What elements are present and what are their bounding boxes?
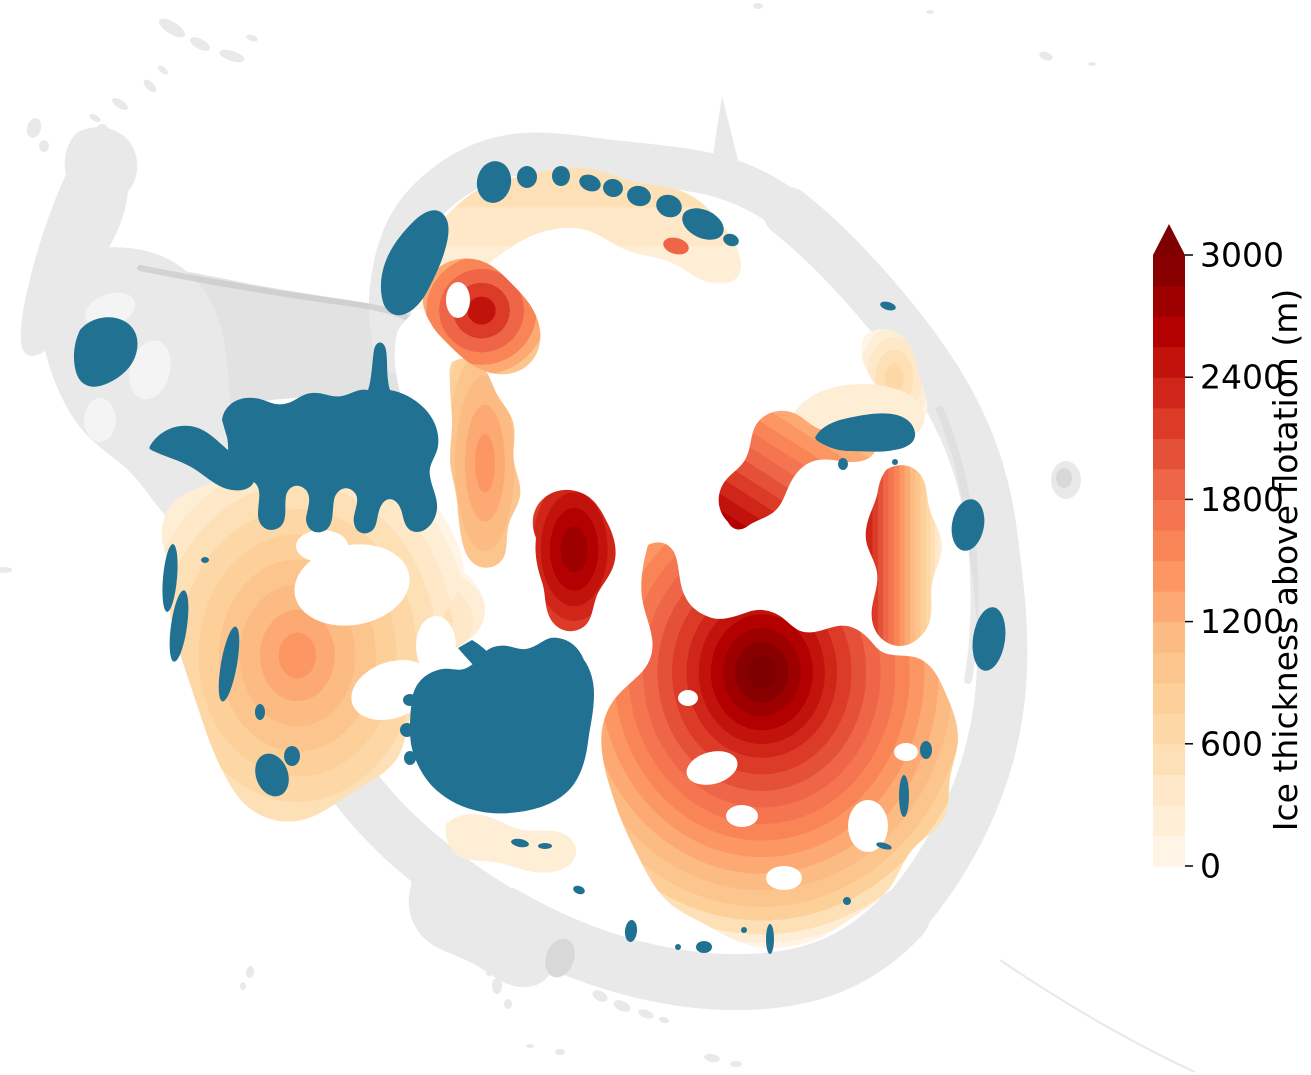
colorbar-band: [1153, 346, 1185, 378]
ross-area: [409, 637, 594, 814]
totten-coastal-strip: [865, 465, 942, 646]
tick-label-600: 600: [1200, 724, 1263, 763]
luetzow-holm-cape: [712, 96, 738, 162]
island-group-south: [456, 844, 742, 1067]
colorbar-band: [1153, 407, 1185, 439]
west-antarctica-region: [161, 452, 464, 822]
colorbar-band: [1153, 377, 1185, 409]
ross-left-fingers: [400, 694, 417, 765]
tick-label-3000: 3000: [1200, 236, 1284, 275]
colorbar-band: [1153, 652, 1185, 684]
colorbar-ticks: [1185, 254, 1193, 867]
ross-coast-bits: [511, 838, 892, 954]
amundsen-coast-patches: [162, 544, 300, 797]
colorbar-band: [1153, 438, 1185, 470]
colorbar-band: [1153, 743, 1185, 775]
james-ross-island-group: [64, 127, 138, 203]
peninsula-west-patch: [73, 317, 138, 387]
ross-northeast-arm: [458, 640, 508, 688]
white-holes-layer: [294, 282, 918, 890]
embayment-shade-line: [137, 265, 429, 333]
colorbar-band: [1153, 560, 1185, 592]
below-ross-cream: [445, 814, 577, 873]
small-red-coast-spot: [663, 237, 689, 255]
colorbar-band: [1153, 285, 1185, 317]
floating-ice-layer: [73, 161, 1006, 954]
recovery-dark-blob: [532, 489, 616, 632]
colorbar-band: [1153, 835, 1185, 867]
amery-area: [815, 413, 916, 452]
tick-label-2400: 2400: [1200, 358, 1284, 397]
colorbar-band: [1153, 682, 1185, 714]
colorbar-extend-arrow: [1153, 224, 1185, 255]
tick-label-1800: 1800: [1200, 480, 1284, 519]
colorbar: 0 600 1200 1800 2400 3000 Ice thickness …: [1153, 224, 1305, 886]
colorbar-band: [1153, 499, 1185, 531]
colorbar-band: [1153, 804, 1185, 837]
colorbar-band: [1153, 591, 1185, 623]
faint-arc-southeast: [999, 959, 1196, 1073]
colorbar-band: [1153, 713, 1185, 745]
dronning-maud-chain: [476, 161, 739, 247]
right-island-core: [1056, 468, 1072, 488]
recovery-mid-strip: [449, 358, 521, 568]
coast-strip-upperleft: [380, 210, 449, 316]
colorbar-tick-labels: 0 600 1200 1800 2400 3000: [1200, 236, 1284, 886]
colorbar-band: [1153, 621, 1185, 653]
evans-rutford-patch: [149, 425, 255, 491]
colorbar-band: [1153, 468, 1185, 500]
ross-island-knob: [545, 938, 575, 978]
colorbar-band: [1153, 774, 1185, 806]
ross-foothills: [408, 848, 555, 988]
colorbar-band: [1153, 316, 1185, 348]
mainland-white-mottling: [84, 292, 171, 442]
east-coast-patches: [838, 301, 1006, 817]
tick-label-0: 0: [1200, 847, 1221, 886]
east-coast-band: [763, 187, 1028, 941]
tick-label-1200: 1200: [1200, 602, 1284, 641]
ronne-filchner-area: [222, 342, 439, 534]
colorbar-band: [1153, 255, 1185, 287]
island-group-north-peninsula: [26, 18, 258, 152]
colorbar-band: [1153, 529, 1185, 562]
colorbar-bands: [1153, 255, 1185, 867]
colorbar-axis-label: Ice thickness above flotation (m): [1266, 289, 1305, 831]
